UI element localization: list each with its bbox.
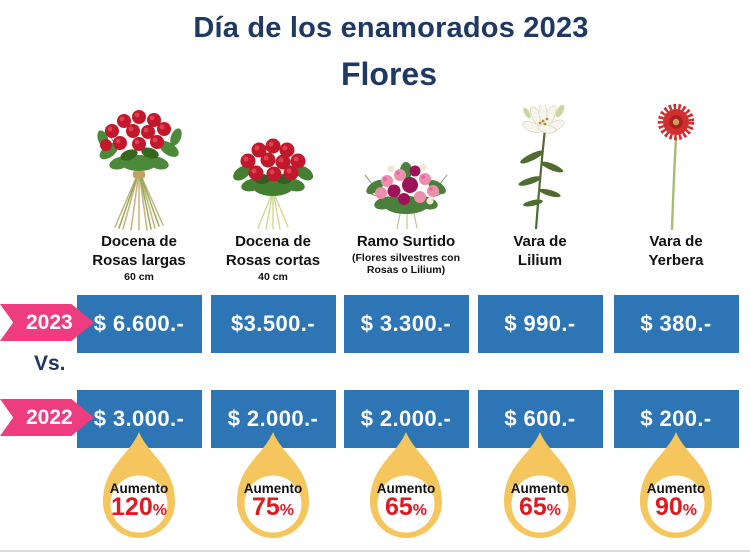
price-2022-value: $ 2.000.- (227, 406, 319, 431)
column-rosas-largas: Docena de Rosas largas 60 cm $ 6.600.- $… (72, 99, 206, 548)
product-name-line2: Rosas cortas (225, 251, 321, 269)
product-size-note: 60 cm (124, 270, 154, 283)
increase-number: 75 (251, 493, 280, 521)
price-2022-value: $ 2.000.- (360, 406, 452, 431)
teardrop-icon (103, 432, 175, 539)
product-name-line1: Vara de (649, 233, 703, 250)
product-name-line1: Docena de (235, 233, 311, 250)
price-2023-box: $ 380.- (613, 295, 739, 353)
red-roses-short-bouquet-icon (206, 99, 340, 231)
increase-drop: Aumento 120% (91, 430, 187, 548)
increase-number: 90 (654, 493, 683, 521)
product-header: Docena de Rosas largas 60 cm (72, 231, 206, 295)
price-2023-value: $ 6.600.- (93, 311, 185, 336)
percent-sign: % (279, 502, 295, 519)
product-size-note: (Flores silvestres con Rosas o Lilium) (352, 251, 460, 277)
price-2023-box: $ 3.300.- (343, 295, 469, 353)
product-header: Vara de Yerbera (609, 231, 743, 295)
increase-number: 65 (384, 493, 413, 521)
column-vara-yerbera: Vara de Yerbera $ 380.- $ 200.- Aumento … (609, 99, 743, 548)
increase-value: 90% (628, 493, 724, 522)
price-2022-value: $ 600.- (504, 406, 576, 431)
column-ramo-surtido: Ramo Surtido (Flores silvestres con Rosa… (339, 99, 473, 548)
product-header: Vara de Lilium (473, 231, 607, 295)
increase-label: Aumento (510, 481, 570, 496)
product-name-line2: Rosas largas (92, 251, 186, 269)
product-header: Ramo Surtido (Flores silvestres con Rosa… (339, 231, 473, 295)
price-2023-box: $ 6.600.- (76, 295, 202, 353)
product-name-line2: Lilium (517, 251, 563, 269)
product-name-line1: Ramo Surtido (356, 233, 456, 250)
price-2022-box: $ 2.000.- (343, 390, 469, 448)
increase-drop: Aumento 65% (358, 430, 454, 548)
price-2022-value: $ 200.- (640, 406, 712, 431)
increase-drop: Aumento 75% (225, 430, 321, 548)
column-vara-lilium: Vara de Lilium $ 990.- $ 600.- Aumento 6… (473, 99, 607, 548)
price-2022-value: $ 3.000.- (93, 406, 185, 431)
percent-sign: % (546, 502, 562, 519)
year-ribbon-2023: 2023 (0, 304, 94, 341)
price-2023-box: $3.500.- (210, 295, 336, 353)
price-2022-box: $ 2.000.- (210, 390, 336, 448)
mixed-pink-bouquet-icon (339, 99, 473, 231)
red-roses-long-bouquet-icon (72, 99, 206, 231)
teardrop-icon (640, 432, 712, 539)
product-name-line2: Yerbera (648, 251, 704, 269)
price-2023-box: $ 990.- (477, 295, 603, 353)
percent-sign: % (682, 502, 698, 519)
product-name-line1: Vara de (513, 233, 567, 250)
teardrop-icon (370, 432, 442, 539)
increase-value: 75% (225, 493, 321, 522)
percent-sign: % (152, 502, 167, 519)
bottom-divider (0, 550, 750, 552)
product-size-note: 40 cm (258, 270, 288, 283)
versus-label: Vs. (34, 352, 66, 375)
year-ribbon-2022: 2022 (0, 399, 94, 436)
column-rosas-cortas: Docena de Rosas cortas 40 cm $3.500.- $ … (206, 99, 340, 548)
red-gerbera-stem-icon (609, 99, 743, 231)
white-lilium-stem-icon (473, 99, 607, 231)
increase-label: Aumento (376, 481, 436, 496)
product-name-line1: Docena de (101, 233, 177, 250)
increase-value: 65% (492, 493, 588, 522)
percent-sign: % (412, 502, 428, 519)
price-2023-value: $ 380.- (640, 311, 712, 336)
increase-value: 65% (358, 493, 454, 522)
product-header: Docena de Rosas cortas 40 cm (206, 231, 340, 295)
increase-label: Aumento (243, 481, 303, 496)
price-2022-box: $ 200.- (613, 390, 739, 448)
page-title: Día de los enamorados 2023 (193, 12, 589, 44)
increase-label: Aumento (109, 481, 169, 496)
increase-value: 120% (91, 493, 187, 522)
increase-number: 65 (518, 493, 547, 521)
increase-number: 120 (111, 493, 153, 521)
price-2023-value: $3.500.- (231, 311, 315, 336)
teardrop-icon (237, 432, 309, 539)
price-2023-value: $ 990.- (504, 311, 576, 336)
price-2023-value: $ 3.300.- (360, 311, 452, 336)
page-subtitle: Flores (340, 56, 438, 92)
increase-drop: Aumento 90% (628, 430, 724, 548)
increase-label: Aumento (646, 481, 706, 496)
teardrop-icon (504, 432, 576, 539)
increase-drop: Aumento 65% (492, 430, 588, 548)
